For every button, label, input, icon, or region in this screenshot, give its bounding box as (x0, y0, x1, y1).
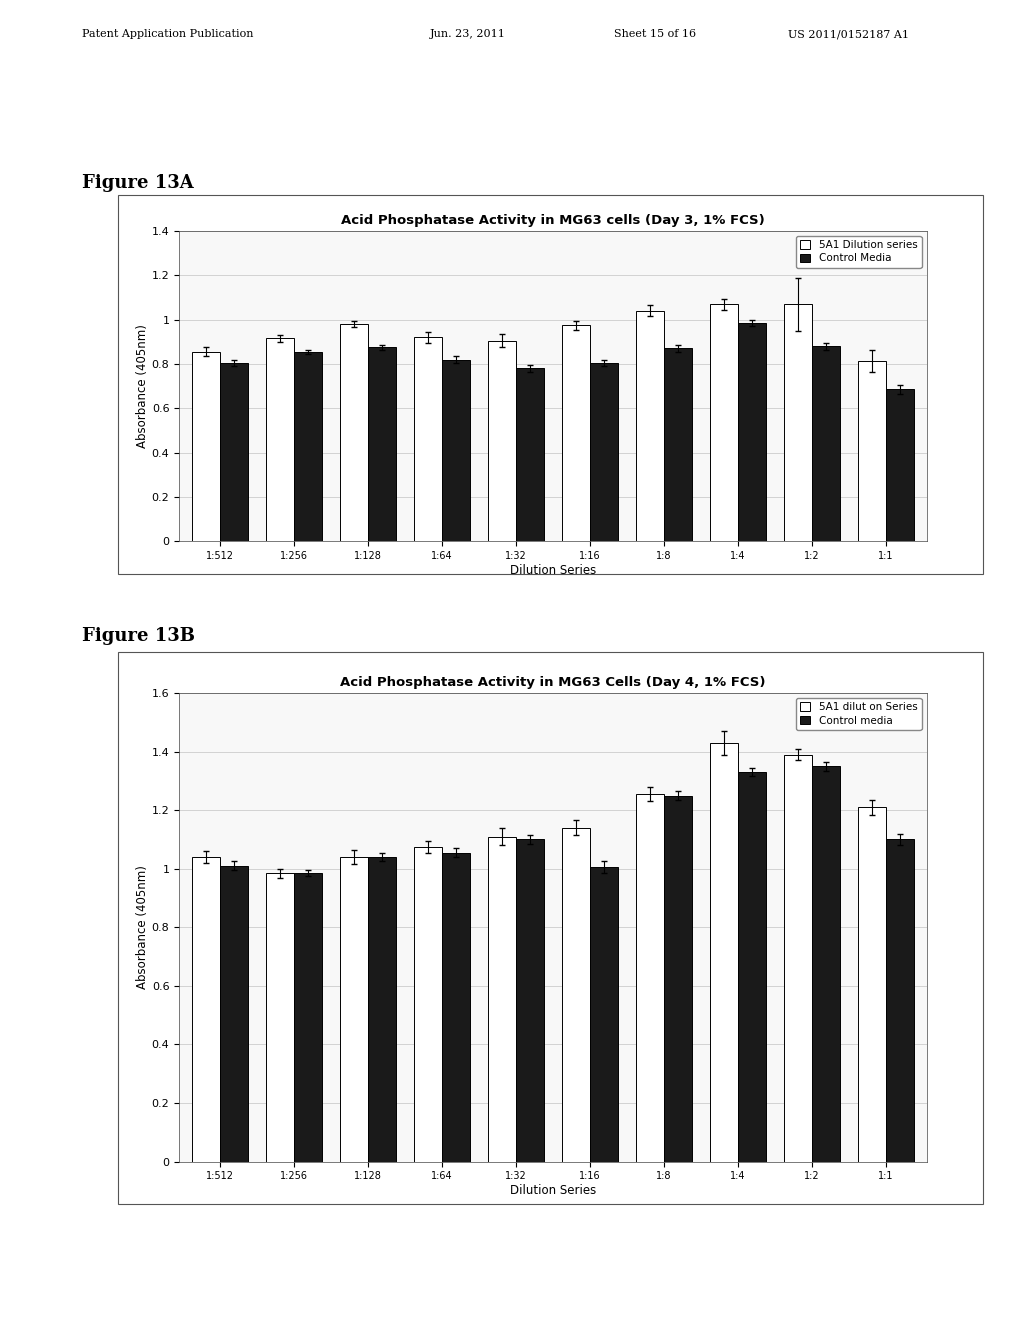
Bar (220, 363, 248, 541)
Legend: 5A1 Dilution series, Control Media: 5A1 Dilution series, Control Media (796, 236, 922, 268)
Bar (664, 348, 692, 541)
Bar (487, 837, 516, 1162)
Y-axis label: Absorbance (405nm): Absorbance (405nm) (136, 866, 148, 989)
Bar (590, 363, 618, 541)
Bar (266, 873, 294, 1162)
Bar (562, 828, 590, 1162)
Bar (710, 304, 738, 541)
Y-axis label: Absorbance (405nm): Absorbance (405nm) (136, 325, 148, 447)
Bar (487, 341, 516, 541)
Bar (784, 304, 812, 541)
Bar (664, 796, 692, 1162)
X-axis label: Dilution Series: Dilution Series (510, 1184, 596, 1197)
Bar (414, 846, 442, 1162)
Text: Jun. 23, 2011: Jun. 23, 2011 (430, 29, 506, 40)
Bar (368, 857, 396, 1162)
Bar (738, 772, 766, 1162)
Title: Acid Phosphatase Activity in MG63 cells (Day 3, 1% FCS): Acid Phosphatase Activity in MG63 cells … (341, 214, 765, 227)
Bar (886, 389, 914, 541)
Bar (636, 310, 664, 541)
Text: Figure 13B: Figure 13B (82, 627, 195, 645)
Bar (562, 325, 590, 541)
Bar (340, 323, 368, 541)
Bar (590, 867, 618, 1162)
Text: Sheet 15 of 16: Sheet 15 of 16 (614, 29, 696, 40)
Bar (858, 808, 886, 1162)
Bar (340, 857, 368, 1162)
Bar (812, 346, 840, 541)
Bar (442, 359, 470, 541)
Bar (738, 323, 766, 541)
Bar (858, 360, 886, 541)
X-axis label: Dilution Series: Dilution Series (510, 564, 596, 577)
Bar (516, 840, 544, 1162)
Bar (442, 853, 470, 1162)
Bar (191, 857, 220, 1162)
Text: Figure 13A: Figure 13A (82, 174, 194, 193)
Bar (294, 873, 322, 1162)
Bar (516, 368, 544, 541)
Bar (368, 347, 396, 541)
Bar (784, 755, 812, 1162)
Title: Acid Phosphatase Activity in MG63 Cells (Day 4, 1% FCS): Acid Phosphatase Activity in MG63 Cells … (340, 676, 766, 689)
Bar (294, 351, 322, 541)
Legend: 5A1 dilut on Series, Control media: 5A1 dilut on Series, Control media (796, 698, 922, 730)
Bar (812, 766, 840, 1162)
Bar (710, 743, 738, 1162)
Bar (266, 338, 294, 541)
Bar (636, 795, 664, 1162)
Text: US 2011/0152187 A1: US 2011/0152187 A1 (788, 29, 909, 40)
Bar (220, 866, 248, 1162)
Bar (414, 338, 442, 541)
Text: Patent Application Publication: Patent Application Publication (82, 29, 253, 40)
Bar (191, 351, 220, 541)
Bar (886, 840, 914, 1162)
